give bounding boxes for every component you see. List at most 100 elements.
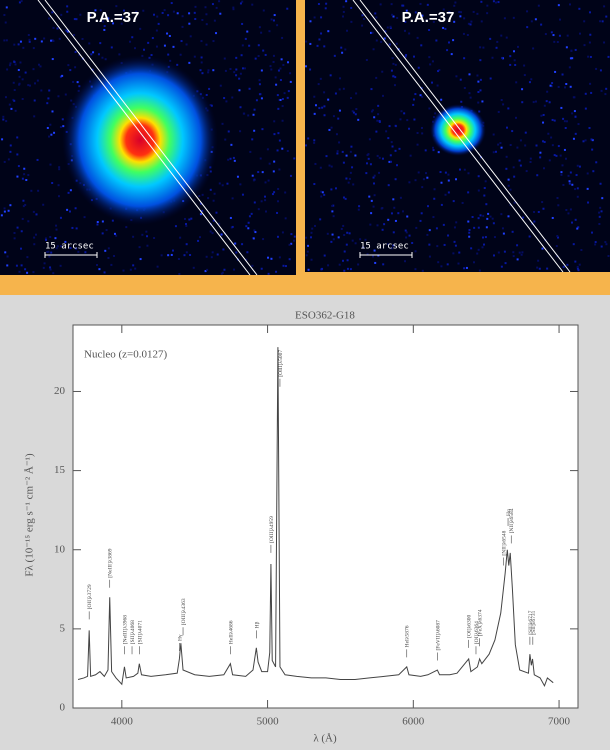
noise-dot: [467, 220, 470, 223]
noise-dot: [500, 213, 503, 216]
noise-dot: [394, 63, 397, 66]
noise-dot: [4, 251, 7, 254]
noise-dot: [433, 188, 436, 191]
noise-dot: [59, 264, 62, 267]
y-tick-label: 15: [54, 464, 66, 476]
noise-dot: [349, 171, 352, 174]
noise-dot: [49, 235, 52, 238]
noise-dot: [133, 47, 136, 50]
noise-dot: [497, 251, 500, 254]
noise-dot: [518, 251, 521, 254]
noise-dot: [241, 0, 244, 3]
noise-dot: [326, 232, 329, 235]
noise-dot: [69, 189, 72, 192]
noise-dot: [511, 130, 514, 133]
noise-dot: [42, 203, 45, 206]
noise-dot: [60, 13, 63, 16]
noise-dot: [463, 168, 466, 171]
noise-dot: [59, 216, 62, 219]
noise-dot: [391, 57, 394, 60]
noise-dot: [103, 25, 106, 28]
noise-dot: [324, 7, 327, 10]
noise-dot: [34, 82, 37, 85]
noise-dot: [229, 216, 232, 219]
noise-dot: [255, 99, 258, 102]
line-label: Hα: [506, 509, 512, 516]
noise-dot: [25, 179, 28, 182]
noise-dot: [211, 232, 214, 235]
noise-dot: [252, 113, 255, 116]
noise-dot: [176, 12, 179, 15]
noise-dot: [428, 29, 431, 32]
noise-dot: [477, 91, 480, 94]
noise-dot: [530, 20, 533, 23]
noise-dot: [351, 239, 354, 242]
noise-dot: [401, 4, 404, 7]
noise-dot: [319, 218, 322, 221]
noise-dot: [477, 80, 480, 83]
noise-dot: [283, 92, 286, 95]
noise-dot: [15, 264, 18, 267]
noise-dot: [489, 215, 492, 218]
noise-dot: [548, 101, 551, 104]
noise-dot: [305, 254, 308, 257]
noise-dot: [32, 68, 35, 71]
noise-dot: [540, 23, 543, 26]
noise-dot: [277, 107, 280, 110]
noise-dot: [437, 151, 440, 154]
y-tick-label: 5: [60, 622, 66, 634]
noise-dot: [343, 269, 346, 272]
noise-dot: [188, 61, 191, 64]
noise-dot: [500, 265, 503, 268]
noise-dot: [265, 210, 268, 213]
noise-dot: [342, 224, 345, 227]
noise-dot: [444, 193, 447, 196]
noise-dot: [57, 184, 60, 187]
noise-dot: [473, 226, 476, 229]
noise-dot: [494, 150, 497, 153]
noise-dot: [365, 58, 368, 61]
noise-dot: [346, 259, 349, 262]
noise-dot: [453, 240, 456, 243]
noise-dot: [273, 160, 276, 163]
noise-dot: [396, 16, 399, 19]
noise-dot: [281, 97, 284, 100]
noise-dot: [542, 113, 545, 116]
noise-dot: [118, 53, 121, 56]
noise-dot: [481, 246, 484, 249]
noise-dot: [28, 38, 31, 41]
noise-dot: [279, 79, 282, 82]
noise-dot: [239, 72, 242, 75]
noise-dot: [232, 156, 235, 159]
line-label: Hβ: [254, 621, 260, 628]
noise-dot: [172, 10, 175, 13]
noise-dot: [181, 15, 184, 18]
noise-dot: [415, 226, 418, 229]
noise-dot: [607, 254, 610, 257]
noise-dot: [492, 151, 495, 154]
noise-dot: [125, 226, 128, 229]
noise-dot: [21, 97, 24, 100]
noise-dot: [205, 255, 208, 258]
noise-dot: [571, 183, 574, 186]
noise-dot: [8, 103, 11, 106]
noise-dot: [2, 118, 5, 121]
noise-dot: [279, 67, 282, 70]
noise-dot: [0, 214, 3, 217]
noise-dot: [524, 131, 527, 134]
noise-dot: [75, 18, 78, 21]
noise-dot: [289, 174, 292, 177]
noise-dot: [411, 241, 414, 244]
noise-dot: [305, 40, 308, 43]
noise-dot: [537, 210, 540, 213]
noise-dot: [481, 100, 484, 103]
noise-dot: [204, 270, 207, 273]
noise-dot: [218, 182, 221, 185]
noise-dot: [32, 271, 35, 274]
noise-dot: [551, 144, 554, 147]
noise-dot: [529, 161, 532, 164]
noise-dot: [231, 96, 234, 99]
noise-dot: [481, 236, 484, 239]
noise-dot: [19, 247, 22, 250]
noise-dot: [45, 239, 48, 242]
